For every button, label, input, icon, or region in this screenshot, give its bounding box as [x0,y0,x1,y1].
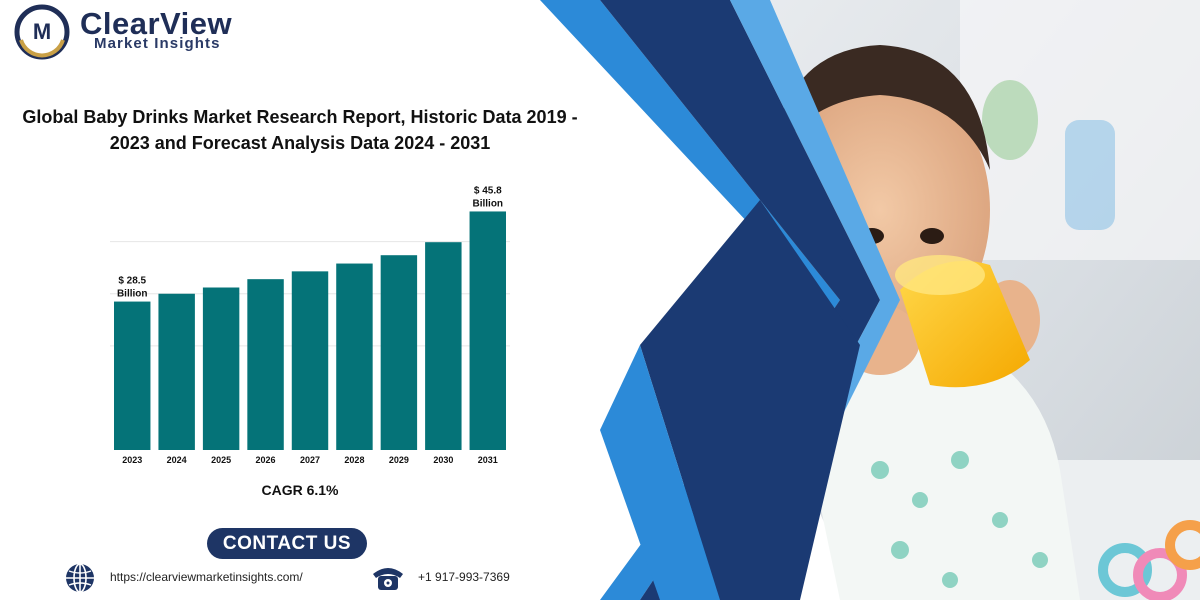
tick-label-2027: 2027 [300,455,320,465]
tick-label-2028: 2028 [344,455,364,465]
brand-logo[interactable]: M ClearView Market Insights [14,4,274,60]
tick-label-2029: 2029 [389,455,409,465]
bar-2031 [469,211,506,450]
data-label-2023-2: Billion [117,289,148,300]
tick-label-2031: 2031 [478,455,498,465]
contact-us-button[interactable]: CONTACT US [207,528,367,559]
brand-tagline: Market Insights [94,35,221,52]
tick-label-2023: 2023 [122,455,142,465]
bar-2028 [336,263,373,450]
data-label-2023-1: $ 28.5 [118,276,146,287]
logo-letter: M [33,19,51,44]
tick-label-2025: 2025 [211,455,231,465]
report-title: Global Baby Drinks Market Research Repor… [22,107,578,153]
bar-2029 [380,255,418,450]
contact-footer: https://clearviewmarketinsights.com/ +1 … [0,560,600,596]
website-link[interactable]: https://clearviewmarketinsights.com/ [110,570,303,584]
phone-number[interactable]: +1 917-993-7369 [418,570,510,584]
tick-label-2026: 2026 [256,455,276,465]
logo-mark-icon: M [14,4,70,60]
bar-2027 [291,271,329,450]
data-label-2031-1: $ 45.8 [474,185,502,196]
cagr-label: CAGR 6.1% [261,482,339,498]
bar-2024 [158,293,195,450]
bar-2030 [425,242,462,450]
phone-icon [373,568,403,590]
globe-icon [66,563,94,593]
bar-2026 [247,279,284,450]
data-label-2031-2: Billion [472,198,503,209]
brand-name: ClearView [80,6,233,41]
bar-2025 [202,287,240,450]
bar-2023 [114,301,151,450]
market-size-bar-chart: 2023 2024 2025 2026 2027 2028 2029 2030 2031 $ 28… [110,185,510,465]
tick-label-2030: 2030 [433,455,453,465]
tick-label-2024: 2024 [167,455,187,465]
